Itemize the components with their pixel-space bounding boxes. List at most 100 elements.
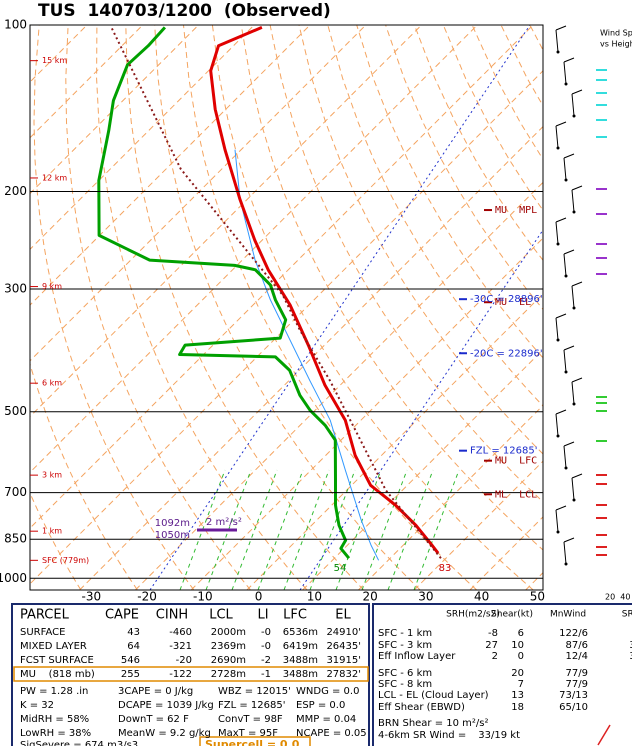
index-cell: MaxT = 95F [218,728,278,739]
dry-adiabat [30,362,138,590]
isotherm [358,404,543,590]
dry-adiabat [298,25,543,455]
table-cell: 20 [511,668,524,679]
table-cell: SFC - 6 km [378,668,432,679]
wind-dot [556,434,560,438]
index-cell: WBZ = 12015' [218,686,291,697]
wind-barb [563,349,567,373]
isotherm [302,348,543,590]
x-tick-label: 40 [474,590,489,604]
supercell: Supercell = 0.0 [205,738,300,746]
wind-barb [555,121,567,127]
table-header: SRW [622,610,632,620]
isotherm [190,237,543,590]
table-header: LCL [209,608,233,623]
level-label: MU MPL [495,205,537,216]
isotherm [79,125,543,590]
mixing-ratio-line [387,469,434,590]
x-tick-label: 50 [530,590,545,604]
dry-adiabat [30,492,82,590]
table-header: Shear(kt) [491,610,533,620]
table-cell: 2000m [211,627,246,638]
table-cell: 2728m [211,669,246,680]
brn-shear: BRN Shear = 10 m²/s² [378,718,489,729]
wind-barb [555,505,567,511]
table-cell: 2 [492,651,498,662]
kinematics-panel [372,603,632,746]
dry-adiabat [240,25,543,551]
mu-highlight [13,666,369,682]
wind-profile: Wind Sp vs Heigh 20 40 [555,25,632,746]
wind-header: Wind Sp [600,29,632,38]
wind-dot [564,466,568,470]
mixing-ratio-line [283,469,330,590]
wind-barb [563,157,567,181]
wind-barb [571,477,575,501]
y-tick-label: 300 [4,281,27,295]
dry-adiabat [385,25,543,311]
table-cell: FCST SURFACE [20,655,94,666]
height-label: 3 km [42,471,62,480]
y-tick-label: 700 [4,485,27,499]
dry-adiabat [356,25,543,359]
y-tick-label: 500 [4,404,27,418]
dry-adiabat [211,25,534,590]
srh-top: 1092m [155,518,190,529]
table-cell: -460 [169,627,192,638]
table-cell: 546 [121,655,140,666]
table-cell: 24910' [326,627,361,638]
blue-guide [299,229,543,590]
table-cell: 3488m [283,655,318,666]
table-cell: 2690m [211,655,246,666]
table-cell: 77/9 [566,668,588,679]
level-label: ML LCL [495,489,537,500]
index-cell: MMP = 0.04 [296,714,356,725]
table-cell: 31915' [326,655,361,666]
wind-barb [571,381,575,405]
height-label: 9 km [42,282,62,291]
table-header: CINH [156,608,188,623]
table-cell: 122/6 [559,628,588,639]
index-cell: ESP = 0.0 [296,700,345,711]
surface-dewpoint: 54 [334,563,347,574]
annotations: 100 200 300 500 700 850 1000 -30 -20 -10 0 10 20 30 40… [0,18,545,604]
x-tick-label: 0 [255,590,263,604]
isotherm [30,25,478,474]
surface-temperature: 83 [439,563,452,574]
index-cell: MeanW = 9.2 g/kg [118,728,211,739]
srh-bottom: 1050m [155,530,190,541]
table-cell: 18 [511,702,524,713]
x-tick-label: -30 [82,590,102,604]
mixing-ratio-line [335,469,382,590]
dry-adiabat [33,25,195,590]
level-label: MU EL [495,297,531,308]
wind-barb [571,377,583,383]
table-cell: -1 [261,669,271,680]
wind-barb [563,61,567,85]
isotherm [30,25,422,418]
height-label: 15 km [42,56,67,65]
isotherm [30,25,534,529]
wind-dot [572,498,576,502]
index-cell: MidRH = 58% [20,714,89,725]
x-tick-label: 30 [418,590,433,604]
chart-title: TUS 140703/1200 (Observed) [38,1,331,21]
table-cell: 10 [511,640,524,651]
table-cell: 2369m [211,641,246,652]
table-cell: -122 [169,669,192,680]
wind-dot [556,530,560,534]
isotherm [30,70,543,585]
table-cell: Eff Inflow Layer [378,651,456,662]
level-label: -30C = 28896' [470,294,543,305]
dry-adiabat [96,25,308,590]
height-label: 6 km [42,379,62,388]
table-header: SRH(m2/s2) [446,610,500,620]
wind-barb [563,445,567,469]
wind-barb [571,473,583,479]
dry-adiabat [154,25,421,590]
wind-barb [563,253,567,277]
wind-barb [571,89,583,95]
table-cell: 3488m [283,669,318,680]
isotherm [30,25,367,362]
